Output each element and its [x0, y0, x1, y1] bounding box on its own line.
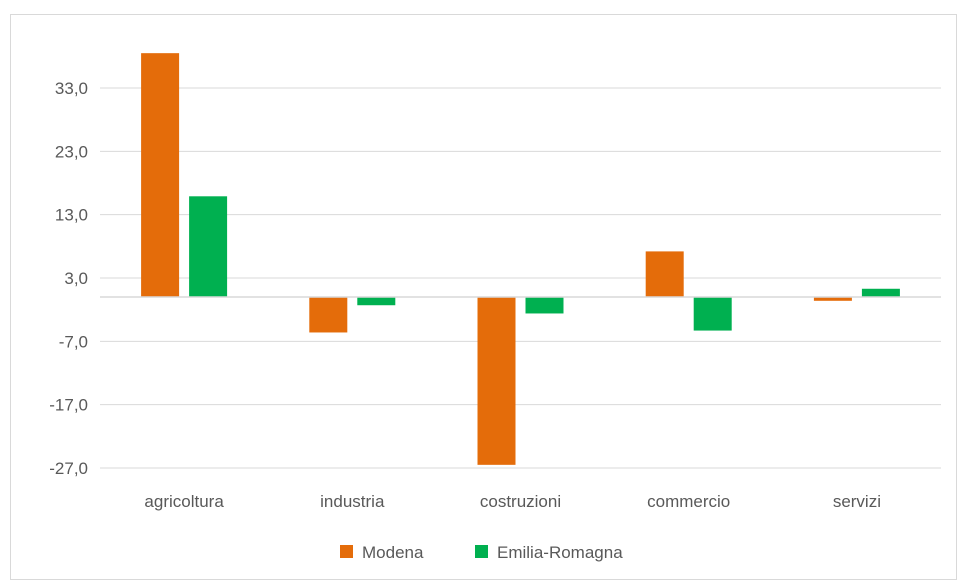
x-category-label: industria	[320, 492, 385, 511]
y-tick-label: 13,0	[55, 206, 88, 225]
y-tick-label: -17,0	[49, 396, 88, 415]
bar-modena-industria	[309, 297, 348, 333]
bars	[141, 53, 900, 465]
x-category-label: commercio	[647, 492, 730, 511]
legend-swatch-modena	[340, 545, 353, 558]
legend-label-emilia-romagna: Emilia-Romagna	[497, 543, 623, 562]
y-tick-label: 3,0	[64, 269, 88, 288]
y-tick-label: 23,0	[55, 142, 88, 161]
bar-emilia-romagna-costruzioni	[525, 297, 564, 314]
bar-modena-agricoltura	[141, 53, 180, 297]
grid-lines	[100, 87, 941, 469]
bar-modena-servizi	[813, 297, 852, 301]
bar-emilia-romagna-commercio	[693, 297, 732, 331]
bar-emilia-romagna-servizi	[861, 288, 900, 297]
x-axis: agricoltura industria costruzioni commercio…	[144, 492, 881, 511]
bar-emilia-romagna-agricoltura	[189, 196, 228, 297]
legend-swatch-emilia-romagna	[475, 545, 488, 558]
y-axis: 33,0 23,0 13,0 3,0 -7,0 -17,0 -27,0	[49, 79, 88, 478]
y-tick-label: 33,0	[55, 79, 88, 98]
x-category-label: agricoltura	[144, 492, 224, 511]
legend-label-modena: Modena	[362, 543, 424, 562]
x-category-label: servizi	[833, 492, 881, 511]
y-tick-label: -27,0	[49, 459, 88, 478]
bar-modena-costruzioni	[477, 297, 516, 465]
bar-modena-commercio	[645, 251, 684, 297]
y-tick-label: -7,0	[59, 332, 88, 351]
legend: Modena Emilia-Romagna	[340, 543, 623, 562]
bar-emilia-romagna-industria	[357, 297, 396, 306]
x-category-label: costruzioni	[480, 492, 561, 511]
